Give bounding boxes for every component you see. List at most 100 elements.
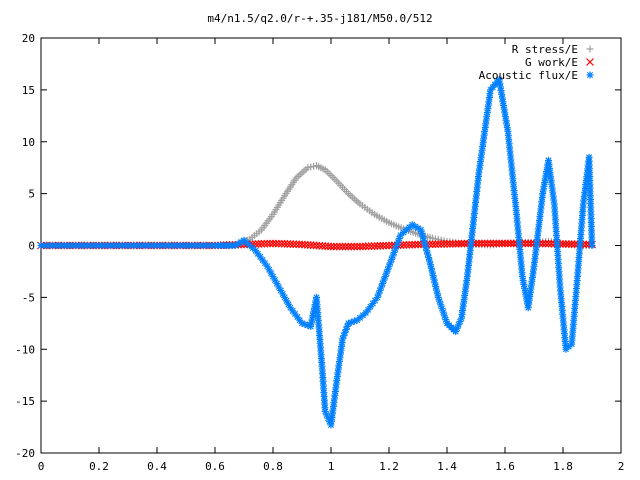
interp-point	[538, 239, 547, 248]
interp-point	[347, 242, 356, 251]
interp-point	[367, 242, 376, 251]
interp-point	[271, 239, 280, 248]
interp-point	[440, 240, 449, 248]
interp-point	[503, 239, 512, 248]
x-tick-label: 0.8	[263, 460, 283, 473]
interp-point	[405, 240, 414, 249]
interp-point	[448, 239, 457, 248]
interp-point	[567, 240, 576, 249]
x-tick-label: 0.4	[147, 460, 167, 473]
interp-point	[286, 240, 295, 248]
interp-point	[524, 239, 533, 248]
data-point	[414, 240, 422, 249]
x-tick-label: 2	[618, 460, 625, 473]
interp-point	[564, 240, 573, 248]
interp-point	[260, 239, 269, 248]
interp-point	[266, 239, 275, 248]
data-point	[327, 242, 335, 251]
interp-point	[506, 239, 515, 248]
interp-point	[335, 242, 344, 251]
interp-point	[498, 239, 507, 248]
interp-point	[489, 239, 498, 248]
data-point	[269, 239, 277, 248]
interp-point	[338, 242, 347, 251]
x-tick-label: 0	[38, 460, 45, 473]
interp-point	[361, 242, 370, 251]
interp-point	[495, 239, 504, 248]
interp-point	[274, 239, 283, 248]
y-tick-label: 10	[22, 136, 35, 149]
legend-marker	[586, 71, 594, 79]
y-tick-label: -20	[15, 447, 35, 460]
series-2	[37, 76, 596, 429]
interp-point	[547, 239, 556, 248]
interp-point	[451, 239, 460, 248]
chart-title: m4/n1.5/q2.0/r-+.35-j181/M50.0/512	[207, 12, 432, 25]
legend-marker	[586, 45, 594, 53]
interp-point	[480, 239, 489, 248]
interp-point	[254, 240, 263, 248]
interp-point	[474, 239, 483, 248]
interp-point	[350, 242, 359, 251]
y-tick-label: 5	[28, 188, 35, 201]
x-tick-label: 1.2	[379, 460, 399, 473]
y-tick-label: 15	[22, 84, 35, 97]
interp-point	[329, 242, 338, 251]
data-point	[356, 242, 364, 251]
interp-point	[411, 240, 420, 249]
legend-label: G work/E	[525, 56, 578, 69]
interp-point	[277, 239, 286, 248]
interp-point	[423, 247, 431, 255]
data-point	[559, 240, 567, 248]
interp-point	[486, 239, 495, 248]
interp-point	[520, 280, 528, 288]
interp-point	[257, 239, 266, 248]
interp-point	[561, 240, 570, 248]
data-point	[385, 241, 393, 250]
x-tick-label: 1.8	[553, 460, 573, 473]
interp-point	[389, 252, 397, 260]
data-point	[501, 239, 509, 248]
interp-point	[344, 242, 353, 251]
legend-marker	[586, 58, 594, 66]
y-tick-label: -10	[15, 343, 35, 356]
interp-point	[422, 243, 430, 251]
interp-point	[307, 319, 315, 327]
interp-point	[280, 239, 289, 248]
interp-point	[544, 239, 553, 248]
interp-point	[429, 272, 437, 280]
interp-point	[457, 239, 466, 248]
axis-ticks: 0 0.2 0.4 0.6 0.8 1 1.2 1.4 1.6 1.8 2 20 15 10 5 0 -5 -10…	[15, 32, 624, 473]
interp-point	[353, 242, 362, 251]
data-point	[344, 319, 352, 327]
interp-point	[324, 242, 333, 251]
interp-point	[382, 241, 391, 250]
interp-point	[399, 241, 408, 249]
interp-point	[428, 240, 437, 249]
interp-point	[437, 240, 446, 248]
interp-point	[341, 242, 350, 251]
interp-point	[460, 239, 469, 248]
interp-point	[263, 239, 272, 248]
legend-label: Acoustic flux/E	[479, 69, 578, 82]
interp-point	[445, 239, 454, 248]
interp-point	[376, 241, 385, 250]
y-tick-label: -15	[15, 395, 35, 408]
interp-point	[358, 242, 367, 251]
x-tick-label: 1	[328, 460, 335, 473]
interp-point	[373, 241, 382, 250]
interp-point	[434, 240, 443, 249]
x-tick-label: 1.6	[495, 460, 515, 473]
interp-point	[370, 242, 379, 250]
y-tick-label: 0	[28, 240, 35, 253]
interp-point	[431, 240, 440, 249]
interp-point	[269, 273, 277, 281]
y-tick-label: 20	[22, 32, 35, 45]
interp-point	[408, 240, 417, 249]
interp-point	[364, 242, 373, 251]
legend-label: R stress/E	[512, 43, 578, 56]
interp-point	[540, 182, 548, 190]
interp-point	[527, 239, 536, 248]
interp-point	[492, 239, 501, 248]
